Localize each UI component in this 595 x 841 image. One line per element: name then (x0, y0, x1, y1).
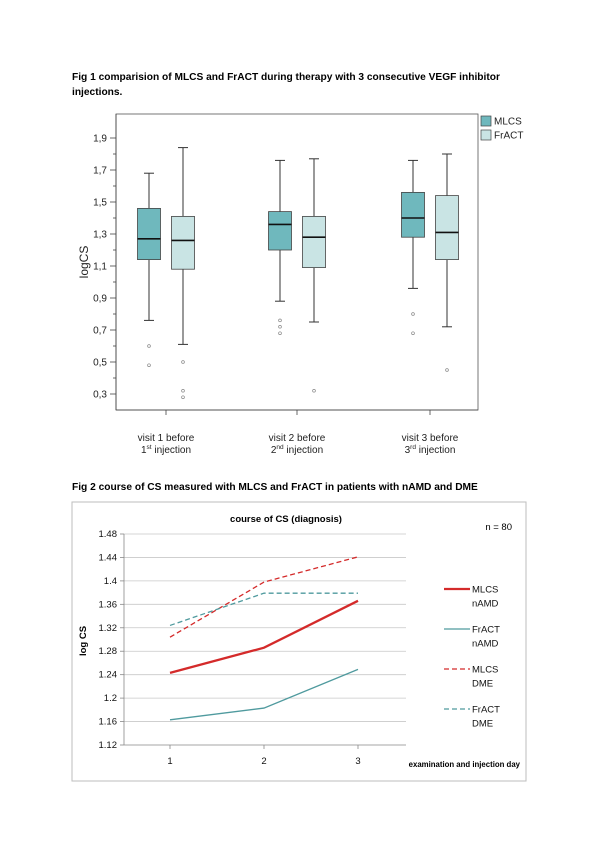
ordinal-suffix: st (147, 444, 152, 451)
fig2-series (169, 556, 359, 721)
fig1-x-tick-label-line1: visit 3 before (402, 433, 459, 444)
outlier-point (445, 368, 449, 372)
fig2-legend-label-line2: DME (472, 679, 493, 690)
injection-word: injection (416, 445, 455, 456)
fig2-x-tick-label: 2 (261, 756, 266, 767)
fig2-y-tick-label: 1.12 (99, 740, 118, 751)
fig2-y-axis-label: log CS (78, 626, 89, 656)
outlier-point (181, 360, 185, 364)
fig1-box-fract-visit-2 (302, 158, 326, 393)
fig1-box-mlcs-visit-1 (137, 172, 161, 367)
injection-word: injection (152, 445, 191, 456)
fig2-n-annotation: n = 80 (485, 522, 512, 533)
fig1-legend-swatch-fract (480, 129, 492, 141)
fig2-y-tick-label: 1.32 (99, 623, 118, 634)
fig2-x-axis-label: examination and injection day (409, 760, 521, 769)
fig2-chart-title: course of CS (diagnosis) (230, 514, 342, 525)
fig1-legend-label-fract: FrACT (494, 131, 523, 142)
fig2-series-line-fract-namd (169, 668, 359, 721)
fig1-legend: MLCS FrACT (480, 115, 523, 142)
fig2-y-tick-label: 1.24 (99, 670, 118, 681)
fig2-y-tick-label: 1.28 (99, 646, 118, 657)
fig1-box-mlcs-visit-3 (401, 159, 425, 335)
fig2-y-tick-label: 1.2 (104, 693, 117, 704)
fig1-caption: Fig 1 comparision of MLCS and FrACT duri… (72, 72, 500, 98)
outlier-point (147, 344, 151, 348)
fig2-series-line-mlcs-dme (169, 556, 359, 638)
outlier-point (147, 363, 151, 367)
fig1-y-axis: 0,3 0,5 0,7 0,9 1,1 1,3 1,5 1,7 1,9 (93, 114, 117, 410)
fig2-y-tick-label: 1.44 (99, 552, 118, 563)
fig2-legend-label-line2: DME (472, 719, 493, 730)
fig2-y-tick-label: 1.48 (99, 529, 118, 540)
fig1-y-tick-label: 0,3 (93, 390, 107, 401)
fig2-x-tick-label: 3 (355, 756, 360, 767)
outlier-point (411, 312, 415, 316)
fig1-x-tick-label-line2: 3rd injection (405, 444, 456, 456)
box-iqr (268, 211, 292, 251)
box-iqr (137, 207, 161, 260)
fig1-x-tick-label-line2: 1st injection (141, 444, 191, 456)
fig2-legend-label-line1: MLCS (472, 665, 498, 676)
box-iqr (171, 215, 195, 270)
fig1-y-tick-label: 1,9 (93, 134, 107, 145)
ordinal-suffix: nd (276, 444, 284, 451)
fig1-x-tick-label-line1: visit 2 before (269, 433, 326, 444)
fig1-y-axis-label: logCS (77, 246, 91, 279)
fig2-chart-frame (71, 501, 527, 782)
fig1-x-tick-label-line2: 2nd injection (271, 444, 323, 456)
fig2-y-tick-label: 1.4 (104, 576, 117, 587)
fig1-y-tick-label: 1,7 (93, 166, 107, 177)
fig1-box-mlcs-visit-2 (268, 159, 292, 335)
outlier-point (278, 318, 282, 323)
fig2-legend-label-line1: FrACT (472, 705, 500, 716)
box-iqr (435, 195, 459, 261)
fig2-legend-label-line1: MLCS (472, 585, 498, 596)
fig2-y-tick-label: 1.36 (99, 599, 118, 610)
box-iqr (401, 191, 425, 238)
fig2-series-line-mlcs-namd (169, 599, 359, 675)
outlier-point (181, 389, 185, 393)
fig2-legend: MLCS nAMD FrACT nAMD MLCS DME FrACT DME (444, 585, 500, 730)
outlier-point (278, 325, 282, 329)
fig2-caption: Fig 2 course of CS measured with MLCS an… (72, 482, 478, 493)
fig2-y-tick-label: 1.16 (99, 717, 118, 728)
fig1-legend-label-mlcs: MLCS (494, 117, 522, 128)
fig1-boxplot-chart: 0,3 0,5 0,7 0,9 1,1 1,3 1,5 1,7 1,9 logCS visit … (77, 113, 523, 456)
box-iqr (302, 215, 326, 268)
fig1-y-tick-label: 0,5 (93, 358, 107, 369)
injection-word: injection (284, 445, 323, 456)
fig1-y-tick-label: 1,1 (93, 262, 107, 273)
fig1-y-tick-label: 1,3 (93, 230, 107, 241)
outlier-point (181, 395, 185, 399)
outlier-point (312, 389, 316, 393)
fig1-boxes (137, 147, 459, 399)
ordinal-suffix: rd (410, 444, 416, 451)
outlier-point (411, 331, 415, 335)
fig2-legend-label-line2: nAMD (472, 599, 499, 610)
fig1-x-tick-label-line1: visit 1 before (138, 433, 195, 444)
fig1-legend-swatch-mlcs (480, 115, 492, 127)
fig1-y-tick-label: 0,9 (93, 294, 107, 305)
outlier-point (278, 331, 282, 335)
fig2-legend-label-line1: FrACT (472, 625, 500, 636)
fig1-y-tick-label: 1,5 (93, 198, 107, 209)
fig2-legend-label-line2: nAMD (472, 639, 499, 650)
fig1-box-fract-visit-3 (435, 153, 459, 372)
fig2-series-line-fract-dme (169, 592, 358, 627)
injection-number: 1 (141, 445, 147, 456)
fig2-x-axis: 1 2 3 (167, 745, 361, 767)
fig2-grid: 1.12 1.16 1.2 1.24 1.28 1.32 1.36 1.4 1.44 1.48 (99, 529, 406, 751)
injection-number: 2 (271, 445, 277, 456)
fig1-y-tick-label: 0,7 (93, 326, 107, 337)
injection-number: 3 (405, 445, 411, 456)
fig1-box-fract-visit-1 (171, 147, 195, 399)
fig2-x-tick-label: 1 (167, 756, 172, 767)
